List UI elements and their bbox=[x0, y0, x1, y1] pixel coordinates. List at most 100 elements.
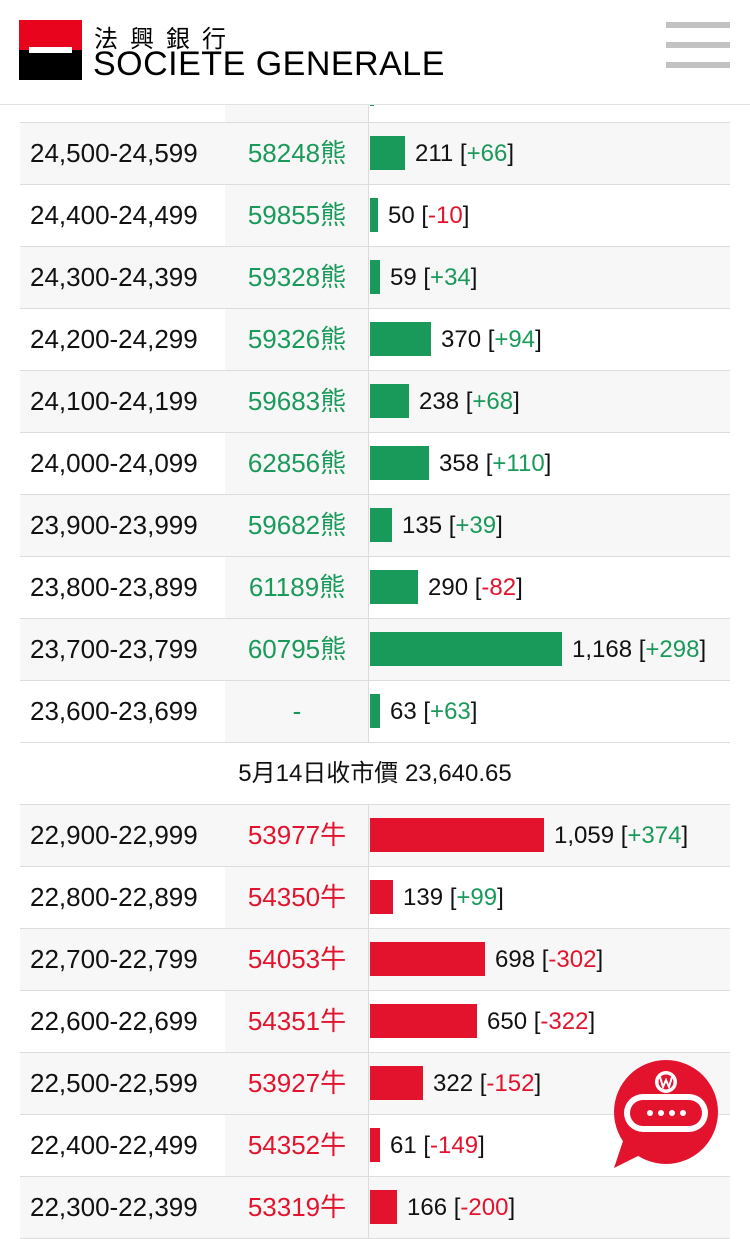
bull-code-link[interactable]: 53927牛 bbox=[225, 1053, 369, 1114]
table-row: 24,500-24,599 58248熊 211 [+66] bbox=[20, 123, 730, 185]
chat-bubble-graphic bbox=[614, 1060, 718, 1168]
volume-count: 63 bbox=[390, 698, 417, 725]
bull-bear-distribution-table: 24,500-24,599 58248熊 211 [+66] 24,400-24,49… bbox=[20, 104, 730, 1239]
strike-range-cell: 22,800-22,899 bbox=[30, 882, 198, 912]
bracket-close: ] bbox=[496, 512, 503, 539]
column-divider bbox=[368, 619, 369, 680]
volume-value: 1,168 [+298] bbox=[572, 619, 706, 680]
strike-range-cell: 23,700-23,799 bbox=[30, 634, 198, 664]
strike-range-cell: 22,900-22,999 bbox=[30, 820, 198, 850]
volume-count: 59 bbox=[390, 264, 417, 291]
volume-count: 322 bbox=[433, 1070, 474, 1097]
volume-count: 370 bbox=[441, 326, 482, 353]
strike-range-cell: 24,400-24,499 bbox=[30, 200, 198, 230]
partial-code-cell bbox=[225, 104, 369, 122]
bracket-open: [ bbox=[481, 326, 495, 353]
column-divider bbox=[368, 1177, 369, 1238]
volume-count: 238 bbox=[419, 388, 460, 415]
strike-range-cell: 23,600-23,699 bbox=[30, 696, 198, 726]
volume-bar bbox=[370, 446, 429, 480]
volume-value: 1,059 [+374] bbox=[554, 805, 688, 866]
chat-bubble-icon[interactable] bbox=[610, 1058, 722, 1170]
table-row: 22,300-22,399 53319牛 166 [-200] bbox=[20, 1177, 730, 1239]
volume-bar bbox=[370, 1066, 423, 1100]
strike-range-cell: 24,100-24,199 bbox=[30, 386, 198, 416]
volume-value: 59 [+34] bbox=[390, 247, 477, 308]
column-divider bbox=[368, 104, 369, 122]
bull-code-link[interactable]: 54053牛 bbox=[225, 929, 369, 990]
closing-price-row: 5月14日收市價 23,640.65 bbox=[20, 743, 730, 805]
table-row: 24,000-24,099 62856熊 358 [+110] bbox=[20, 433, 730, 495]
volume-bar bbox=[370, 880, 393, 914]
bull-code-link[interactable]: 54352牛 bbox=[225, 1115, 369, 1176]
bear-code-link[interactable]: 62856熊 bbox=[225, 433, 369, 494]
bracket-open: [ bbox=[443, 884, 457, 911]
bear-code-link[interactable]: 58248熊 bbox=[225, 123, 369, 184]
volume-count: 698 bbox=[495, 946, 536, 973]
societe-generale-logo-icon[interactable] bbox=[19, 20, 82, 80]
bear-code-link[interactable]: 59328熊 bbox=[225, 247, 369, 308]
volume-value: 650 [-322] bbox=[487, 991, 595, 1052]
bracket-open: [ bbox=[414, 202, 429, 229]
bracket-close: ] bbox=[596, 946, 604, 973]
bear-code-link[interactable]: 59682熊 bbox=[225, 495, 369, 556]
bear-code-link[interactable]: 59683熊 bbox=[225, 371, 369, 432]
table-row: 22,800-22,899 54350牛 139 [+99] bbox=[20, 867, 730, 929]
column-divider bbox=[368, 371, 369, 432]
table-row: 23,700-23,799 60795熊 1,168 [+298] bbox=[20, 619, 730, 681]
volume-value: 61 [-149] bbox=[390, 1115, 485, 1176]
volume-bar bbox=[370, 1190, 397, 1224]
volume-change: +39 bbox=[455, 512, 497, 539]
bracket-open: [ bbox=[442, 512, 456, 539]
bracket-close: ] bbox=[534, 1070, 542, 1097]
volume-change: +99 bbox=[456, 884, 498, 911]
column-divider bbox=[368, 495, 369, 556]
volume-change: -200 bbox=[460, 1194, 509, 1221]
bull-code-link[interactable]: 53977牛 bbox=[225, 805, 369, 866]
volume-bar bbox=[370, 198, 378, 232]
table-row: 22,900-22,999 53977牛 1,059 [+374] bbox=[20, 805, 730, 867]
volume-value: 290 [-82] bbox=[428, 557, 523, 618]
bull-rows: 22,900-22,999 53977牛 1,059 [+374] 22,800-22… bbox=[20, 805, 730, 1239]
column-divider bbox=[368, 1115, 369, 1176]
volume-value: 166 [-200] bbox=[407, 1177, 515, 1238]
volume-value: 238 [+68] bbox=[419, 371, 520, 432]
bear-code-link[interactable]: 61189熊 bbox=[225, 557, 369, 618]
volume-bar bbox=[370, 508, 392, 542]
volume-change: -302 bbox=[548, 946, 597, 973]
bracket-close: ] bbox=[470, 698, 478, 725]
table-row: 24,400-24,499 59855熊 50 [-10] bbox=[20, 185, 730, 247]
partial-bar bbox=[370, 104, 374, 106]
bull-code-link[interactable]: 54351牛 bbox=[225, 991, 369, 1052]
menu-line bbox=[666, 62, 730, 68]
bear-code-link[interactable]: 59855熊 bbox=[225, 185, 369, 246]
bear-code-link: - bbox=[225, 681, 369, 742]
table-row: 22,700-22,799 54053牛 698 [-302] bbox=[20, 929, 730, 991]
bull-code-link[interactable]: 53319牛 bbox=[225, 1177, 369, 1238]
table-row-partial bbox=[20, 104, 730, 123]
volume-count: 135 bbox=[402, 512, 443, 539]
bracket-open: [ bbox=[459, 388, 473, 415]
volume-count: 211 bbox=[415, 140, 454, 167]
column-divider bbox=[368, 681, 369, 742]
table-row: 24,300-24,399 59328熊 59 [+34] bbox=[20, 247, 730, 309]
bull-code-link[interactable]: 54350牛 bbox=[225, 867, 369, 928]
bracket-open: [ bbox=[453, 140, 467, 167]
volume-bar bbox=[370, 818, 544, 852]
volume-bar bbox=[370, 632, 562, 666]
volume-value: 358 [+110] bbox=[439, 433, 551, 494]
volume-value: 322 [-152] bbox=[433, 1053, 541, 1114]
bracket-close: ] bbox=[497, 884, 504, 911]
column-divider bbox=[368, 433, 369, 494]
table-row: 23,800-23,899 61189熊 290 [-82] bbox=[20, 557, 730, 619]
hamburger-menu-icon[interactable] bbox=[666, 22, 730, 72]
column-divider bbox=[368, 247, 369, 308]
bracket-open: [ bbox=[479, 450, 493, 477]
volume-change: +66 bbox=[466, 140, 508, 167]
column-divider bbox=[368, 805, 369, 866]
bracket-close: ] bbox=[681, 822, 689, 849]
bear-code-link[interactable]: 59326熊 bbox=[225, 309, 369, 370]
bracket-open: [ bbox=[416, 698, 431, 725]
volume-value: 63 [+63] bbox=[390, 681, 477, 742]
bear-code-link[interactable]: 60795熊 bbox=[225, 619, 369, 680]
